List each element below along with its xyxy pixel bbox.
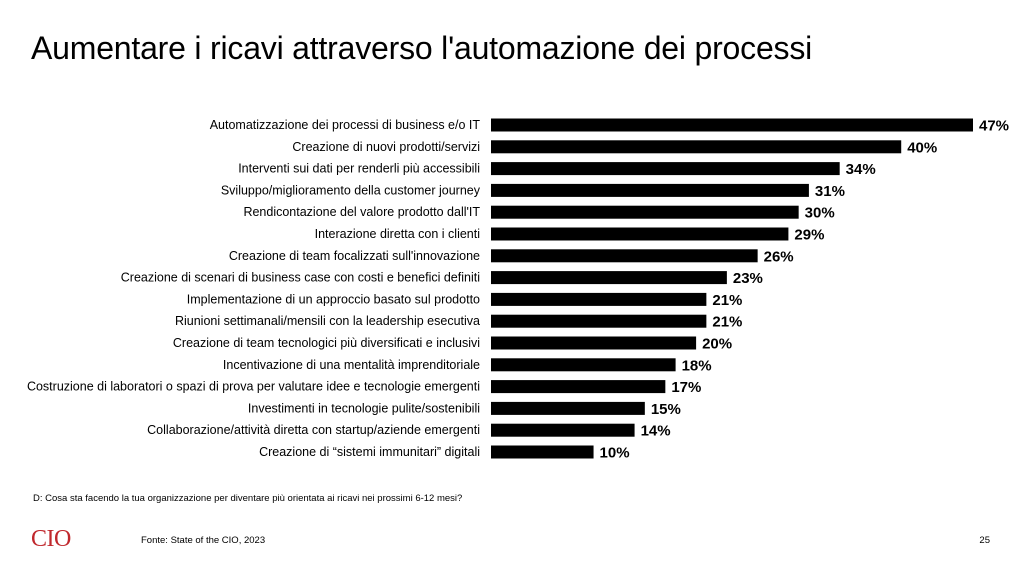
category-label: Implementazione di un approccio basato s…	[187, 292, 480, 306]
value-label: 30%	[805, 205, 835, 222]
bar	[491, 205, 799, 219]
category-label: Creazione di “sistemi immunitari” digita…	[259, 445, 480, 459]
bar	[491, 118, 973, 132]
value-label: 31%	[815, 183, 845, 200]
category-label: Creazione di team tecnologici più divers…	[173, 336, 480, 350]
bar	[491, 423, 635, 437]
value-label: 15%	[651, 401, 681, 418]
category-label: Investimenti in tecnologie pulite/sosten…	[248, 401, 480, 415]
value-label: 29%	[794, 227, 824, 244]
bar	[491, 140, 902, 154]
value-label: 21%	[712, 314, 742, 331]
source-note: Fonte: State of the CIO, 2023	[141, 535, 266, 546]
value-label: 17%	[671, 379, 701, 396]
bar	[491, 292, 707, 306]
bar	[491, 445, 594, 459]
cio-logo: CIO	[31, 526, 71, 552]
value-label: 34%	[846, 161, 876, 178]
bar	[491, 271, 727, 285]
bars-group: Automatizzazione dei processi di busines…	[27, 118, 1009, 462]
slide-title: Aumentare i ricavi attraverso l'automazi…	[31, 30, 813, 66]
category-label: Collaborazione/attività diretta con star…	[147, 423, 480, 437]
value-label: 47%	[979, 118, 1009, 135]
category-label: Creazione di nuovi prodotti/servizi	[292, 140, 480, 154]
value-label: 21%	[712, 292, 742, 309]
category-label: Riunioni settimanali/mensili con la lead…	[175, 314, 480, 328]
bar	[491, 162, 840, 176]
category-label: Interventi sui dati per renderli più acc…	[238, 162, 480, 176]
category-label: Rendicontazione del valore prodotto dall…	[243, 205, 480, 219]
value-label: 18%	[682, 357, 712, 374]
bar-chart: Automatizzazione dei processi di busines…	[27, 118, 1009, 462]
bar	[491, 358, 676, 372]
category-label: Interazione diretta con i clienti	[315, 227, 480, 241]
bar	[491, 249, 758, 263]
bar	[491, 336, 697, 350]
bar	[491, 183, 809, 197]
category-label: Incentivazione di una mentalità imprendi…	[223, 358, 480, 372]
bar	[491, 227, 789, 241]
value-label: 23%	[733, 270, 763, 287]
category-label: Automatizzazione dei processi di busines…	[210, 118, 481, 132]
value-label: 14%	[641, 423, 671, 440]
bar	[491, 380, 666, 394]
bar	[491, 401, 645, 415]
value-label: 40%	[907, 139, 937, 156]
page-number: 25	[979, 535, 990, 546]
category-label: Creazione di scenari di business case co…	[121, 271, 480, 285]
value-label: 26%	[764, 248, 794, 265]
category-label: Costruzione di laboratori o spazi di pro…	[27, 380, 480, 394]
category-label: Sviluppo/miglioramento della customer jo…	[221, 183, 481, 197]
value-label: 10%	[600, 445, 630, 462]
category-label: Creazione di team focalizzati sull'innov…	[229, 249, 480, 263]
survey-question: D: Cosa sta facendo la tua organizzazion…	[33, 493, 463, 504]
value-label: 20%	[702, 336, 732, 353]
bar	[491, 314, 707, 328]
